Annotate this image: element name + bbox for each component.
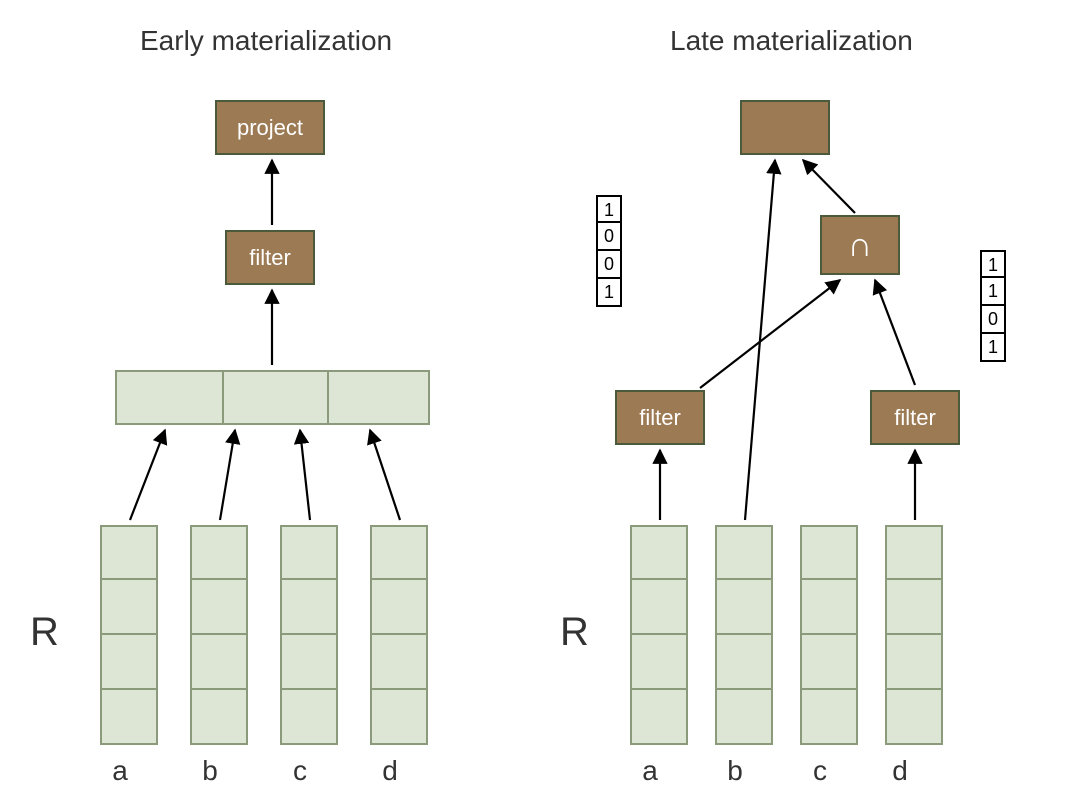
column-cell [370, 525, 428, 580]
bit-cell: 1 [596, 195, 622, 223]
arrow [875, 280, 915, 385]
column-cell [800, 690, 858, 745]
arrow [220, 430, 235, 520]
column-d [885, 525, 943, 745]
column-cell [100, 690, 158, 745]
column-label: c [275, 755, 325, 787]
tuple-row [115, 370, 430, 425]
bit-cell: 0 [596, 251, 622, 279]
project-node: project [215, 100, 325, 155]
column-c [800, 525, 858, 745]
column-cell [190, 690, 248, 745]
column-label: c [795, 755, 845, 787]
r-label-left: R [30, 610, 59, 655]
column-cell [715, 690, 773, 745]
column-label: b [185, 755, 235, 787]
column-cell [885, 525, 943, 580]
column-cell [280, 580, 338, 635]
column-cell [370, 690, 428, 745]
bit-cell: 1 [980, 334, 1006, 362]
arrow [130, 430, 165, 520]
column-c [280, 525, 338, 745]
filter-node-left: filter [225, 230, 315, 285]
bit-cell: 0 [980, 306, 1006, 334]
column-cell [800, 525, 858, 580]
bit-cell: 0 [596, 223, 622, 251]
column-cell [190, 635, 248, 690]
column-cell [100, 635, 158, 690]
column-a [100, 525, 158, 745]
arrow [700, 280, 840, 388]
column-cell [885, 580, 943, 635]
title-late: Late materialization [670, 25, 913, 57]
r-label-right: R [560, 610, 589, 655]
column-cell [885, 635, 943, 690]
column-label: a [625, 755, 675, 787]
column-cell [800, 580, 858, 635]
column-cell [280, 525, 338, 580]
column-cell [190, 525, 248, 580]
filter-node-a: filter [615, 390, 705, 445]
arrow [370, 430, 400, 520]
column-cell [100, 580, 158, 635]
column-cell [630, 635, 688, 690]
top-node [740, 100, 830, 155]
column-cell [280, 690, 338, 745]
bit-cell: 1 [596, 279, 622, 307]
column-label: a [95, 755, 145, 787]
arrow [745, 160, 775, 520]
column-cell [715, 525, 773, 580]
column-cell [715, 580, 773, 635]
column-cell [630, 690, 688, 745]
column-cell [715, 635, 773, 690]
column-cell [370, 580, 428, 635]
column-cell [630, 580, 688, 635]
column-b [190, 525, 248, 745]
column-label: b [710, 755, 760, 787]
column-b [715, 525, 773, 745]
arrow [300, 430, 310, 520]
filter-node-d: filter [870, 390, 960, 445]
intersect-node: ∩ [820, 215, 900, 275]
column-a [630, 525, 688, 745]
title-early: Early materialization [140, 25, 392, 57]
bit-cell: 1 [980, 250, 1006, 278]
column-cell [630, 525, 688, 580]
column-cell [885, 690, 943, 745]
column-label: d [365, 755, 415, 787]
column-cell [100, 525, 158, 580]
column-cell [370, 635, 428, 690]
bit-cell: 1 [980, 278, 1006, 306]
arrow [803, 160, 855, 213]
bitvector-left: 1001 [596, 195, 622, 307]
bitvector-right: 1101 [980, 250, 1006, 362]
column-cell [800, 635, 858, 690]
column-d [370, 525, 428, 745]
column-label: d [875, 755, 925, 787]
column-cell [280, 635, 338, 690]
column-cell [190, 580, 248, 635]
